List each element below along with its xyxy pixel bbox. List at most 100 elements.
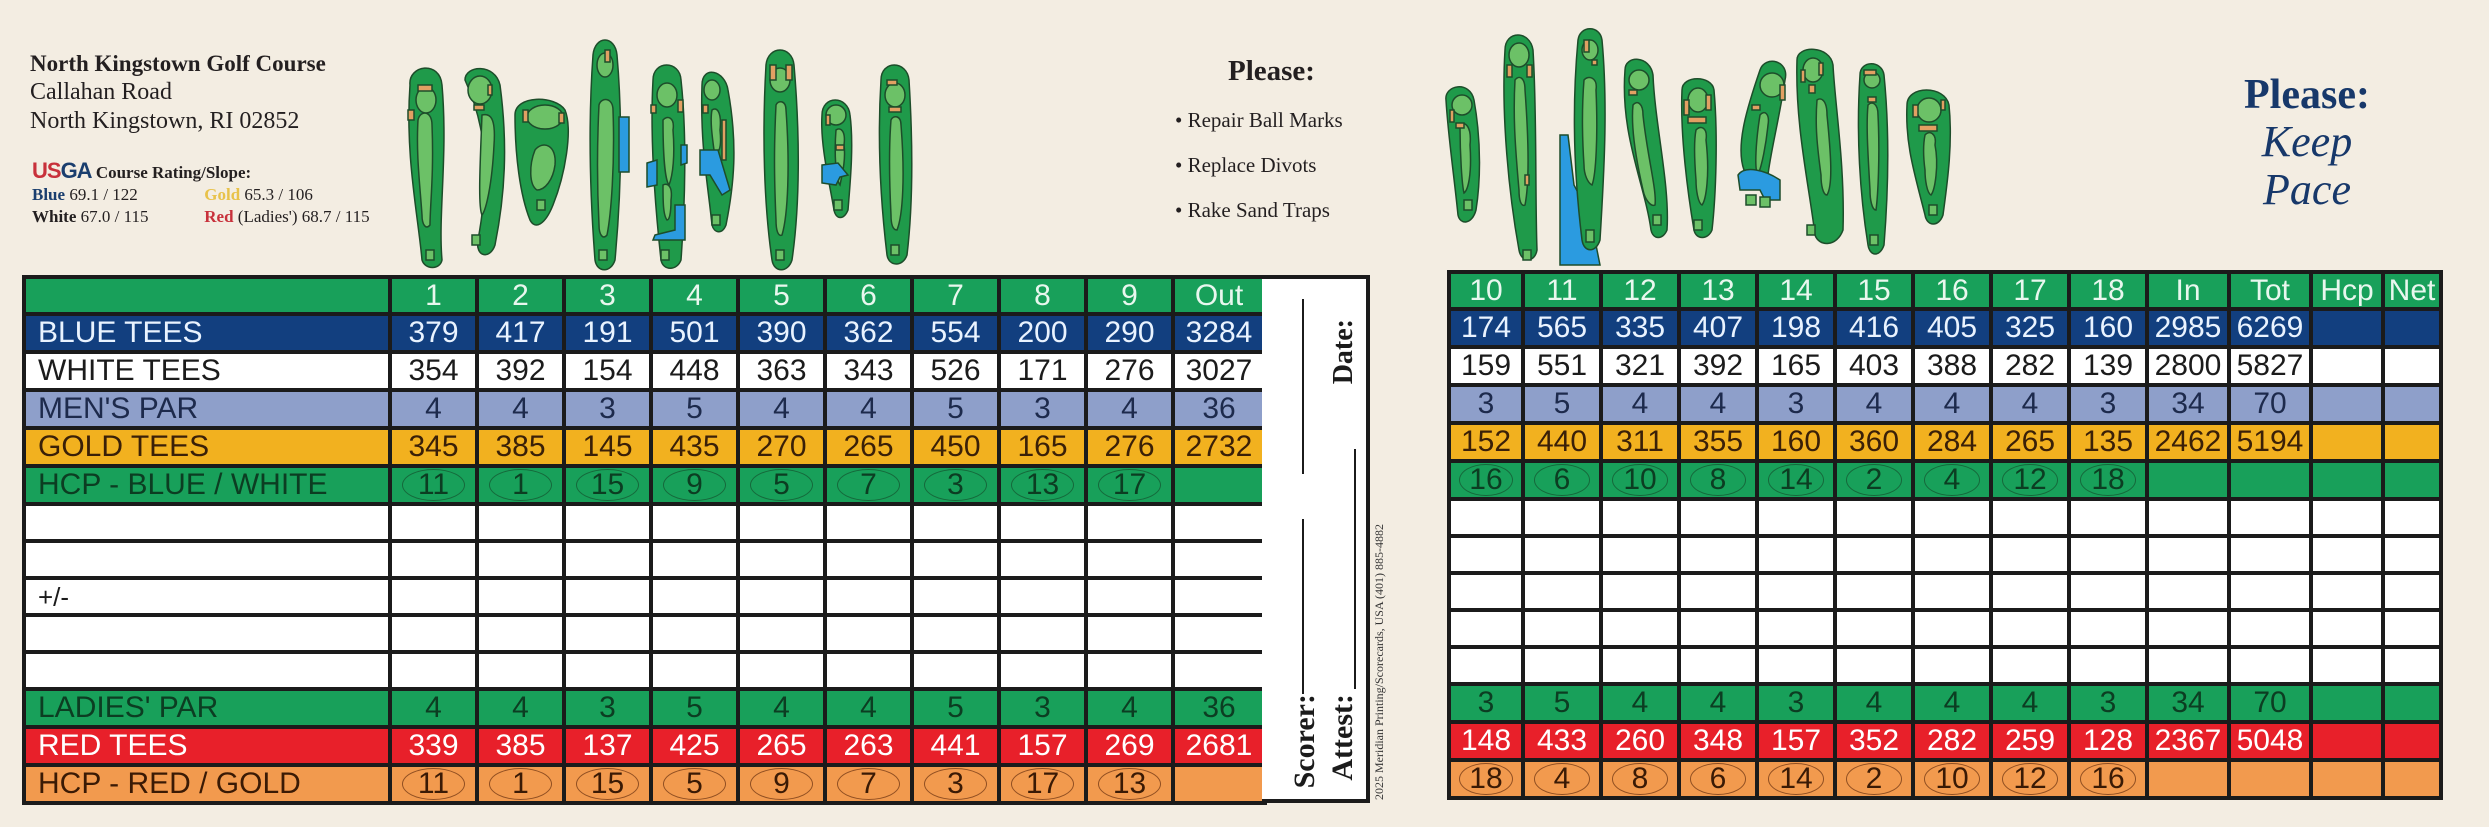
score-cell[interactable] xyxy=(562,502,653,543)
score-cell[interactable] xyxy=(1084,613,1175,654)
score-cell[interactable] xyxy=(1084,650,1175,691)
score-in-cell[interactable] xyxy=(2145,534,2231,575)
score-cell[interactable] xyxy=(1599,534,1681,575)
score-cell[interactable] xyxy=(1521,645,1603,686)
score-cell[interactable] xyxy=(475,650,566,691)
score-cell[interactable] xyxy=(823,502,914,543)
score-cell[interactable] xyxy=(562,650,653,691)
score-row-3[interactable] xyxy=(22,613,1267,654)
score-cell[interactable] xyxy=(388,650,479,691)
score-total-cell[interactable] xyxy=(1171,576,1267,617)
score-cell[interactable] xyxy=(2067,497,2149,538)
score-cell[interactable] xyxy=(1755,645,1837,686)
score-cell[interactable] xyxy=(1677,608,1759,649)
score-cell[interactable] xyxy=(1755,608,1837,649)
score-cell[interactable] xyxy=(823,576,914,617)
net-cell[interactable] xyxy=(2381,421,2443,463)
score-cell[interactable] xyxy=(1447,645,1525,686)
score-cell[interactable] xyxy=(1447,534,1525,575)
score-cell[interactable] xyxy=(2067,645,2149,686)
score-row-1[interactable] xyxy=(22,502,1267,543)
score-cell[interactable] xyxy=(2067,534,2149,575)
score-row-1[interactable] xyxy=(1447,497,2443,538)
score-cell[interactable] xyxy=(1833,608,1915,649)
score-row-2[interactable] xyxy=(1447,534,2443,575)
net-cell[interactable] xyxy=(2381,383,2443,425)
net-cell[interactable] xyxy=(2381,608,2443,649)
score-cell[interactable] xyxy=(388,576,479,617)
net-cell[interactable] xyxy=(2381,720,2443,762)
scorer-line[interactable] xyxy=(1302,519,1304,694)
score-row-4[interactable] xyxy=(22,650,1267,691)
score-cell[interactable] xyxy=(823,613,914,654)
score-total-cell[interactable] xyxy=(1171,502,1267,543)
hcp-cell[interactable] xyxy=(2309,383,2385,425)
score-cell[interactable] xyxy=(388,613,479,654)
hcp-cell[interactable] xyxy=(2309,608,2385,649)
score-in-cell[interactable] xyxy=(2145,497,2231,538)
score-cell[interactable] xyxy=(1833,534,1915,575)
score-cell[interactable] xyxy=(997,502,1088,543)
hcp-cell[interactable] xyxy=(2309,307,2385,349)
score-cell[interactable] xyxy=(1084,539,1175,580)
hcp-cell[interactable] xyxy=(2309,534,2385,575)
score-cell[interactable] xyxy=(1599,608,1681,649)
net-cell[interactable] xyxy=(2381,682,2443,724)
score-in-cell[interactable] xyxy=(2145,571,2231,612)
score-cell[interactable] xyxy=(2067,571,2149,612)
score-cell[interactable] xyxy=(1084,502,1175,543)
score-cell[interactable] xyxy=(562,613,653,654)
score-cell[interactable] xyxy=(1447,608,1525,649)
score-cell[interactable] xyxy=(1911,608,1993,649)
date-line[interactable] xyxy=(1302,299,1304,474)
attest-line[interactable] xyxy=(1354,449,1356,689)
score-cell[interactable] xyxy=(1833,645,1915,686)
score-total-cell[interactable] xyxy=(1171,539,1267,580)
score-cell[interactable] xyxy=(736,650,827,691)
score-cell[interactable] xyxy=(997,576,1088,617)
score-total-cell[interactable] xyxy=(2227,571,2313,612)
score-cell[interactable] xyxy=(823,650,914,691)
score-cell[interactable] xyxy=(1989,608,2071,649)
hcp-cell[interactable] xyxy=(2309,345,2385,387)
score-cell[interactable] xyxy=(1521,571,1603,612)
score-cell[interactable] xyxy=(1989,571,2071,612)
score-cell[interactable] xyxy=(1521,534,1603,575)
score-total-cell[interactable] xyxy=(2227,497,2313,538)
score-cell[interactable] xyxy=(1755,497,1837,538)
net-cell[interactable] xyxy=(2381,534,2443,575)
score-cell[interactable] xyxy=(910,576,1001,617)
score-cell[interactable] xyxy=(475,539,566,580)
score-cell[interactable] xyxy=(997,650,1088,691)
score-cell[interactable] xyxy=(1599,645,1681,686)
score-total-cell[interactable] xyxy=(2227,608,2313,649)
score-cell[interactable] xyxy=(736,502,827,543)
score-total-cell[interactable] xyxy=(2227,645,2313,686)
score-cell[interactable] xyxy=(1911,645,1993,686)
player-name-cell[interactable] xyxy=(22,502,392,543)
score-cell[interactable] xyxy=(1084,576,1175,617)
score-cell[interactable] xyxy=(1911,497,1993,538)
score-cell[interactable] xyxy=(736,576,827,617)
score-cell[interactable] xyxy=(1989,534,2071,575)
score-total-cell[interactable] xyxy=(1171,650,1267,691)
score-cell[interactable] xyxy=(1755,534,1837,575)
score-cell[interactable] xyxy=(475,502,566,543)
score-cell[interactable] xyxy=(2067,608,2149,649)
score-total-cell[interactable] xyxy=(1171,613,1267,654)
score-cell[interactable] xyxy=(475,576,566,617)
score-cell[interactable] xyxy=(1599,571,1681,612)
score-cell[interactable] xyxy=(736,539,827,580)
score-cell[interactable] xyxy=(1911,571,1993,612)
score-cell[interactable] xyxy=(1521,608,1603,649)
hcp-cell[interactable] xyxy=(2309,421,2385,463)
net-cell[interactable] xyxy=(2381,497,2443,538)
score-cell[interactable] xyxy=(1677,534,1759,575)
score-row-2[interactable] xyxy=(22,539,1267,580)
score-cell[interactable] xyxy=(562,539,653,580)
score-cell[interactable] xyxy=(823,539,914,580)
score-cell[interactable] xyxy=(1677,571,1759,612)
score-cell[interactable] xyxy=(910,539,1001,580)
score-cell[interactable] xyxy=(1989,497,2071,538)
score-cell[interactable] xyxy=(1447,571,1525,612)
